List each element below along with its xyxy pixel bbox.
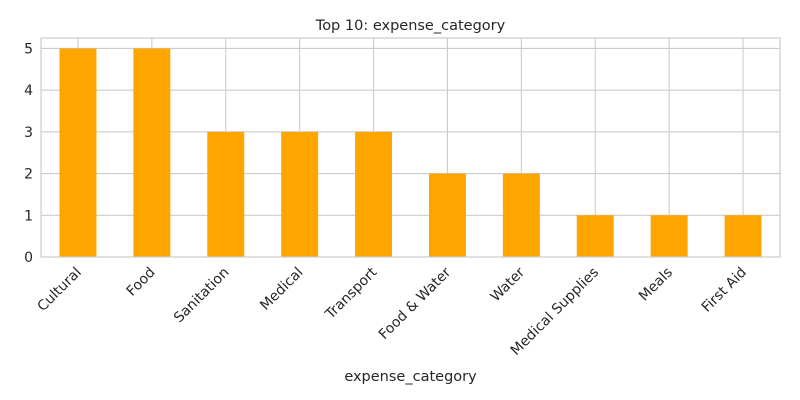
- y-tick-label: 1: [24, 208, 33, 224]
- bar: [724, 215, 762, 257]
- bar: [576, 215, 614, 257]
- y-tick-label: 4: [24, 83, 33, 99]
- bar: [133, 48, 171, 257]
- plot-frame: [40, 37, 781, 258]
- bars: [59, 48, 762, 257]
- y-tick-label: 5: [24, 41, 33, 57]
- y-tick-label: 0: [24, 250, 33, 266]
- y-axis-ticks: 0 1 2 3 4 5: [24, 41, 33, 266]
- chart-title: Top 10: expense_category: [315, 18, 506, 34]
- bar: [502, 173, 540, 257]
- bar: [650, 215, 688, 257]
- bar: [428, 173, 466, 257]
- x-axis-label: expense_category: [344, 369, 477, 385]
- y-tick-label: 2: [24, 167, 33, 183]
- bar: [355, 131, 393, 257]
- bar: [207, 131, 245, 257]
- bar: [281, 131, 319, 257]
- y-tick-label: 3: [24, 125, 33, 141]
- bar: [59, 48, 97, 257]
